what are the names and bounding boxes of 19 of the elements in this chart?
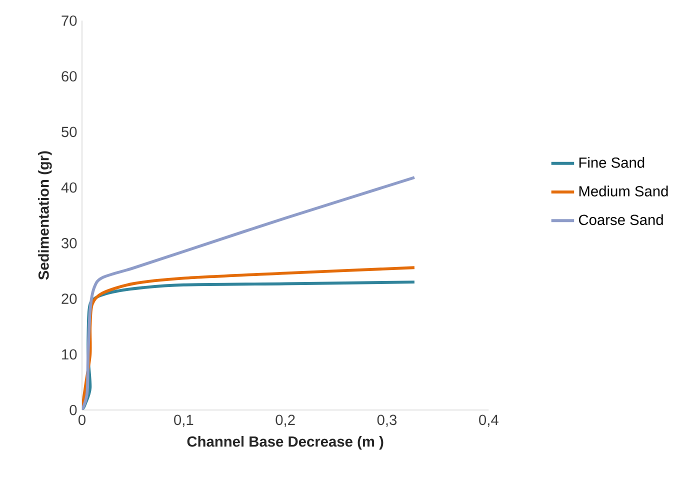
x-axis-title: Channel Base Decrease (m ) xyxy=(187,436,384,450)
y-tick-label: 30 xyxy=(62,238,77,248)
x-tick-label: 0,2 xyxy=(276,414,295,427)
line-series xyxy=(82,176,416,410)
y-tick-label: 10 xyxy=(62,349,77,360)
legend-label: Fine Sand xyxy=(579,157,644,168)
x-tick-label: 0,4 xyxy=(479,414,498,427)
x-tick-label: 0 xyxy=(78,414,86,426)
y-axis-title: Sedimentation (gr) xyxy=(38,151,52,280)
y-tick-label: 50 xyxy=(62,126,77,138)
x-tick-label: 0,1 xyxy=(174,414,194,427)
x-tick-label: 0,3 xyxy=(377,414,397,427)
y-tick-label: 70 xyxy=(62,16,77,26)
legend-label: Medium Sand xyxy=(579,186,668,196)
y-tick-label: 20 xyxy=(62,294,77,304)
y-tick-label: 60 xyxy=(62,71,77,82)
y-tick-label: 0 xyxy=(70,404,77,416)
legend-label: Coarse Sand xyxy=(578,214,663,226)
y-tick-label: 40 xyxy=(61,182,77,193)
